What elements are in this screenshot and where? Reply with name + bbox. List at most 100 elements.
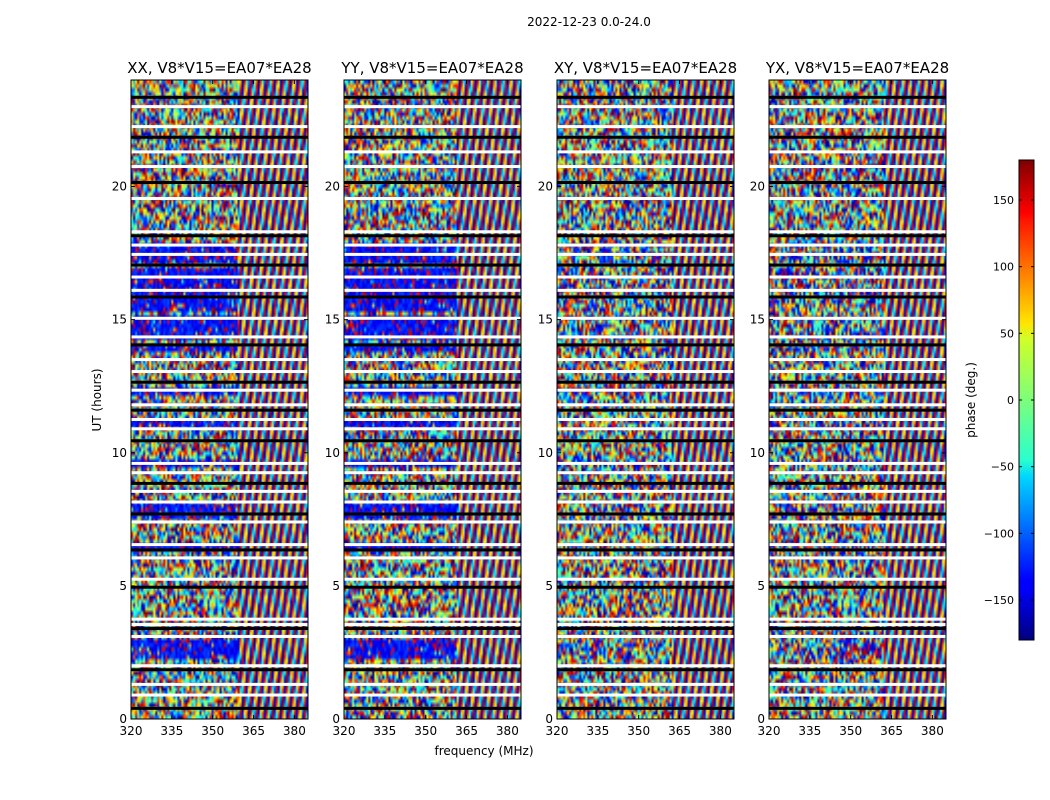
flagged-row — [344, 263, 521, 267]
flagged-row — [557, 682, 734, 686]
flagged-row — [131, 370, 308, 374]
flagged-row — [344, 668, 521, 672]
x-tick-label: 320 — [758, 724, 781, 738]
flagged-row — [344, 471, 521, 475]
y-tick-label: 5 — [757, 579, 765, 593]
flagged-row — [131, 181, 308, 185]
flagged-row — [557, 316, 734, 320]
x-tick-label: 350 — [839, 724, 862, 738]
x-tick-label: 380 — [283, 724, 306, 738]
flagged-row — [769, 125, 946, 129]
flagged-row — [131, 403, 308, 407]
flagged-row — [769, 693, 946, 697]
flagged-row — [557, 512, 734, 516]
flagged-row — [557, 388, 734, 392]
panel-heatmap — [557, 80, 734, 719]
x-tick-label: 320 — [546, 724, 569, 738]
flagged-row — [344, 634, 521, 638]
flagged-row — [769, 288, 946, 292]
flagged-row — [131, 543, 308, 547]
panel-1: YY, V8*V15=EA07*EA28 320 335 350 365 380 0 5 10 1… — [325, 59, 524, 738]
flagged-row — [131, 295, 308, 299]
flagged-row — [769, 417, 946, 421]
flagged-row — [557, 135, 734, 139]
x-tick-label: 335 — [798, 724, 821, 738]
colorbar: phase (deg.) 150 100 50 0 −50 −100 −150 — [964, 159, 1035, 641]
y-tick-label: 20 — [538, 180, 553, 194]
flagged-row — [769, 668, 946, 672]
flagged-row — [131, 668, 308, 672]
flagged-row — [344, 408, 521, 412]
flagged-row — [557, 181, 734, 185]
flagged-row — [131, 263, 308, 267]
flagged-row — [769, 489, 946, 493]
flagged-row — [769, 380, 946, 384]
flagged-row — [557, 439, 734, 443]
flagged-row — [557, 617, 734, 621]
flagged-row — [769, 439, 946, 443]
flagged-row — [557, 634, 734, 638]
flagged-row — [557, 125, 734, 129]
flagged-row — [769, 275, 946, 279]
flagged-row — [344, 556, 521, 560]
flagged-row — [131, 125, 308, 129]
y-tick-label: 5 — [332, 579, 340, 593]
flagged-row — [769, 150, 946, 154]
flagged-row — [344, 243, 521, 247]
colorbar-tick-label: −100 — [984, 527, 1014, 540]
flagged-row — [344, 520, 521, 524]
flagged-row — [131, 243, 308, 247]
flagged-row — [344, 693, 521, 697]
x-tick-label: 320 — [120, 724, 143, 738]
flagged-row — [344, 335, 521, 339]
flagged-row — [557, 427, 734, 431]
flagged-row — [769, 461, 946, 465]
panel-heatmap — [131, 80, 308, 719]
y-tick-label: 0 — [545, 712, 553, 726]
flagged-row — [769, 512, 946, 516]
flagged-row — [131, 461, 308, 465]
flagged-row — [131, 165, 308, 169]
flagged-row — [131, 548, 308, 552]
flagged-row — [344, 165, 521, 169]
flagged-row — [557, 500, 734, 504]
y-tick-label: 15 — [750, 313, 765, 327]
flagged-row — [344, 358, 521, 362]
flagged-row — [344, 343, 521, 347]
flagged-row — [557, 263, 734, 267]
panel-title: YX, V8*V15=EA07*EA28 — [765, 59, 949, 77]
flagged-row — [344, 548, 521, 552]
flagged-row — [769, 370, 946, 374]
flagged-row — [557, 548, 734, 552]
flagged-row — [131, 706, 308, 710]
flagged-row — [557, 403, 734, 407]
flagged-row — [557, 556, 734, 560]
flagged-row — [131, 622, 308, 626]
flagged-row — [131, 585, 308, 589]
flagged-row — [557, 358, 734, 362]
x-tick-label: 335 — [586, 724, 609, 738]
flagged-row — [557, 664, 734, 668]
y-tick-label: 20 — [750, 180, 765, 194]
flagged-row — [557, 234, 734, 238]
flagged-row — [769, 682, 946, 686]
flagged-row — [769, 358, 946, 362]
flagged-row — [131, 196, 308, 200]
flagged-row — [769, 706, 946, 710]
flagged-row — [557, 417, 734, 421]
flagged-row — [769, 427, 946, 431]
flagged-row — [344, 427, 521, 431]
y-tick-label: 10 — [325, 446, 340, 460]
flagged-row — [769, 548, 946, 552]
flagged-row — [344, 664, 521, 668]
colorbar-tick-label: 100 — [993, 261, 1014, 274]
flagged-row — [557, 543, 734, 547]
flagged-row — [131, 408, 308, 412]
flagged-row — [344, 481, 521, 485]
flagged-row — [344, 234, 521, 238]
flagged-row — [769, 577, 946, 581]
flagged-row — [769, 243, 946, 247]
flagged-row — [131, 417, 308, 421]
y-tick-label: 20 — [325, 180, 340, 194]
flagged-row — [344, 275, 521, 279]
